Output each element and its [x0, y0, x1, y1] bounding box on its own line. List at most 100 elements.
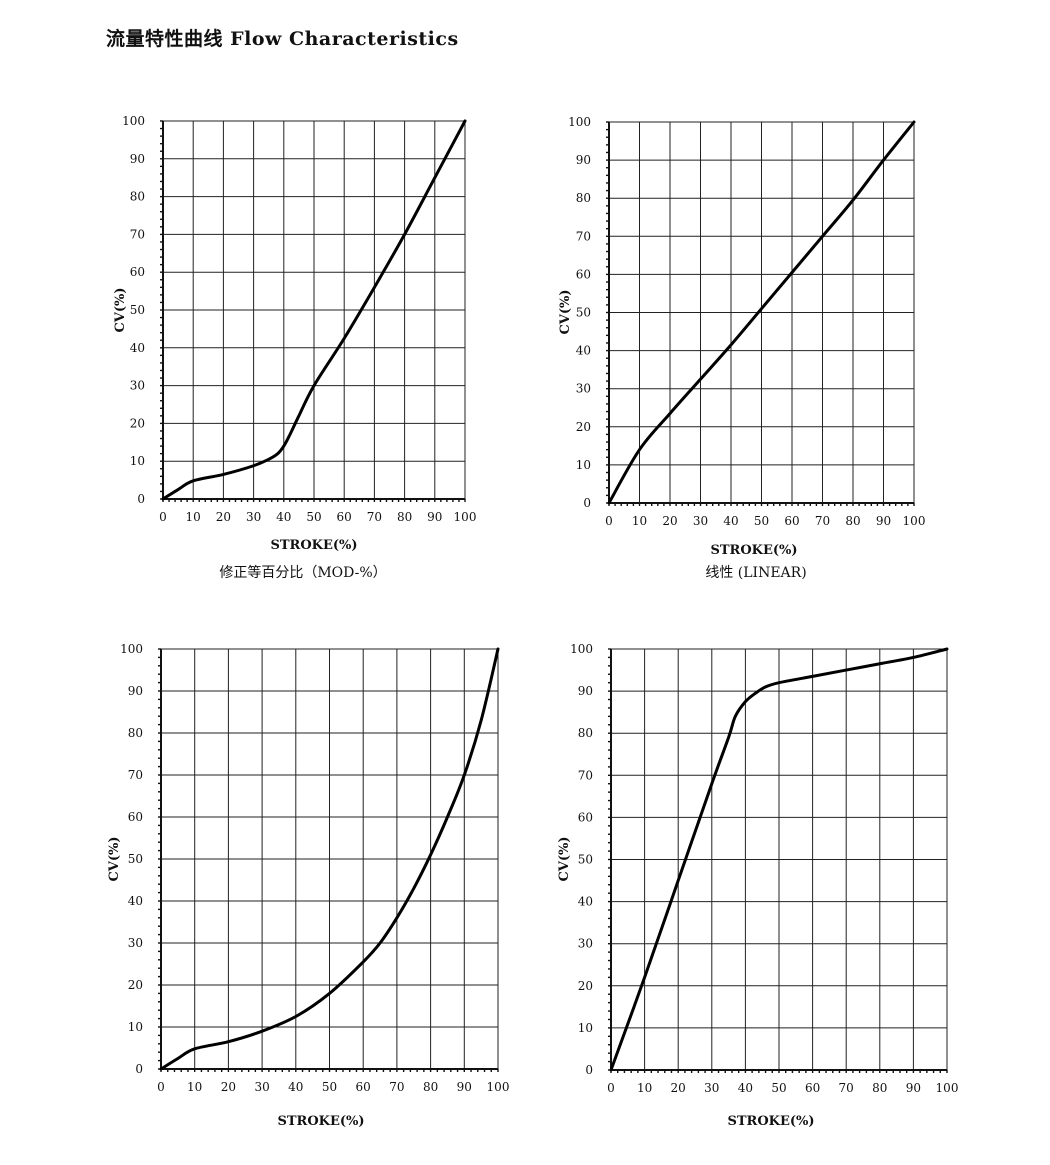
x-tick-label: 0: [607, 1081, 615, 1095]
x-tick-label: 40: [738, 1081, 753, 1095]
x-axis-label: STROKE(%): [727, 1114, 814, 1129]
x-tick-label: 0: [605, 514, 613, 528]
x-tick-label: 30: [254, 1080, 269, 1094]
grid: [160, 648, 499, 1070]
x-tick-label: 0: [157, 1080, 165, 1094]
y-tick-label: 50: [578, 853, 593, 867]
flow-chart-quick-open: 0 10 20 30 40 50 60 70 80 90 100 0 10 20 30 40 50 60 70 80 9…: [557, 642, 958, 1129]
flow-curve: [609, 647, 949, 1072]
x-tick-label: 60: [784, 514, 799, 528]
x-tick-label: 100: [903, 514, 926, 528]
y-tick-label: 70: [130, 227, 145, 241]
x-tick-label: 60: [337, 510, 352, 524]
y-tick-label: 100: [120, 642, 143, 656]
x-tick-label: 50: [771, 1081, 786, 1095]
x-tick-label: 70: [367, 510, 382, 524]
grid: [162, 120, 466, 500]
y-tick-label: 100: [568, 115, 591, 129]
y-tick-label: 70: [128, 768, 143, 782]
grid: [608, 121, 915, 504]
x-tick-label: 10: [187, 1080, 202, 1094]
y-tick-label: 30: [128, 936, 143, 950]
x-tick-label: 70: [815, 514, 830, 528]
x-axis-label: STROKE(%): [277, 1114, 364, 1129]
y-tick-label: 10: [576, 458, 591, 472]
y-axis-label: CV(%): [557, 836, 572, 881]
y-tick-label: 10: [130, 454, 145, 468]
y-tick-label: 90: [128, 684, 143, 698]
x-axis-label: STROKE(%): [270, 538, 357, 553]
x-tick-label: 100: [487, 1080, 510, 1094]
y-tick-label: 40: [128, 894, 143, 908]
y-tick-label: 40: [576, 344, 591, 358]
x-tick-label: 80: [397, 510, 412, 524]
x-tick-label: 40: [276, 510, 291, 524]
y-tick-label: 80: [128, 726, 143, 740]
flow-curve: [159, 647, 500, 1071]
y-tick-label: 0: [585, 1063, 593, 1077]
x-tick-label: 20: [671, 1081, 686, 1095]
flow-curve: [607, 120, 916, 505]
x-tick-label: 10: [186, 510, 201, 524]
x-tick-label: 0: [159, 510, 167, 524]
y-tick-label: 20: [578, 979, 593, 993]
y-tick-label: 40: [578, 895, 593, 909]
y-tick-label: 100: [122, 114, 145, 128]
minor-ticks: [158, 648, 499, 1072]
y-tick-label: 80: [578, 726, 593, 740]
y-axis-label: CV(%): [107, 836, 122, 881]
y-axis-label: CV(%): [558, 289, 573, 334]
y-tick-label: 60: [130, 265, 145, 279]
x-tick-label: 90: [427, 510, 442, 524]
flow-chart-mod-percent: 0 10 20 30 40 50 60 70 80 90 100 0 10 20 30 40 50 60 70 80 9…: [113, 114, 477, 553]
y-tick-label: 0: [137, 492, 145, 506]
y-tick-label: 50: [576, 306, 591, 320]
y-tick-label: 90: [130, 152, 145, 166]
x-tick-label: 50: [306, 510, 321, 524]
flow-curve: [161, 119, 467, 501]
x-tick-label: 50: [322, 1080, 337, 1094]
x-tick-label: 50: [754, 514, 769, 528]
y-tick-label: 10: [578, 1021, 593, 1035]
flow-chart-equal-percent: 0 10 20 30 40 50 60 70 80 90 100 0 10 20 30 40 50 60 70 80 9…: [107, 642, 510, 1129]
y-tick-label: 90: [576, 153, 591, 167]
page-title: 流量特性曲线 Flow Characteristics: [106, 28, 459, 50]
caption-linear: 线性 (LINEAR): [705, 565, 807, 581]
y-tick-label: 0: [583, 496, 591, 510]
caption-mod-percent: 修正等百分比（MOD-%）: [219, 565, 387, 581]
x-tick-label: 90: [876, 514, 891, 528]
y-tick-label: 0: [135, 1062, 143, 1076]
x-tick-label: 60: [805, 1081, 820, 1095]
x-tick-label: 10: [637, 1081, 652, 1095]
y-tick-label: 80: [130, 190, 145, 204]
y-tick-label: 20: [576, 420, 591, 434]
y-tick-label: 90: [578, 684, 593, 698]
x-tick-label: 90: [906, 1081, 921, 1095]
x-tick-label: 30: [693, 514, 708, 528]
y-tick-label: 20: [130, 416, 145, 430]
x-tick-label: 30: [246, 510, 261, 524]
y-tick-label: 40: [130, 341, 145, 355]
y-axis-label: CV(%): [113, 287, 128, 332]
x-tick-label: 90: [457, 1080, 472, 1094]
x-tick-label: 30: [704, 1081, 719, 1095]
y-tick-label: 10: [128, 1020, 143, 1034]
y-tick-label: 60: [578, 810, 593, 824]
x-tick-label: 20: [216, 510, 231, 524]
x-tick-label: 20: [221, 1080, 236, 1094]
flow-chart-linear: 0 10 20 30 40 50 60 70 80 90 100 0 10 20 30 40 50 60 70 80 9…: [558, 115, 926, 558]
x-tick-label: 100: [454, 510, 477, 524]
x-tick-label: 10: [632, 514, 647, 528]
x-tick-label: 40: [723, 514, 738, 528]
x-tick-label: 80: [872, 1081, 887, 1095]
y-tick-label: 30: [576, 382, 591, 396]
y-tick-label: 60: [128, 810, 143, 824]
x-tick-label: 40: [288, 1080, 303, 1094]
x-tick-label: 70: [839, 1081, 854, 1095]
y-tick-label: 100: [570, 642, 593, 656]
y-tick-label: 70: [578, 768, 593, 782]
x-tick-label: 60: [356, 1080, 371, 1094]
x-tick-label: 80: [423, 1080, 438, 1094]
grid: [610, 648, 948, 1071]
y-tick-label: 80: [576, 191, 591, 205]
